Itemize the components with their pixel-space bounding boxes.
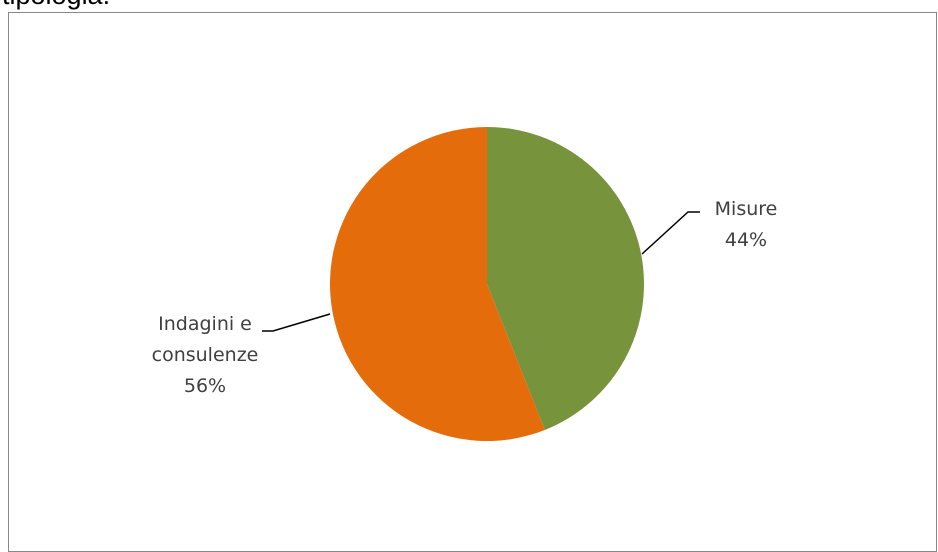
caption-fragment: tipologia. bbox=[2, 0, 110, 10]
pie-slice-indagini-e-consulenze bbox=[330, 127, 545, 442]
data-label-1: Indagini e consulenze 56% bbox=[152, 313, 259, 397]
data-label-0: Misure 44% bbox=[715, 198, 778, 251]
pie-slice-misure bbox=[487, 127, 645, 430]
leader-line-0 bbox=[641, 211, 700, 255]
leader-line-1 bbox=[262, 313, 331, 332]
